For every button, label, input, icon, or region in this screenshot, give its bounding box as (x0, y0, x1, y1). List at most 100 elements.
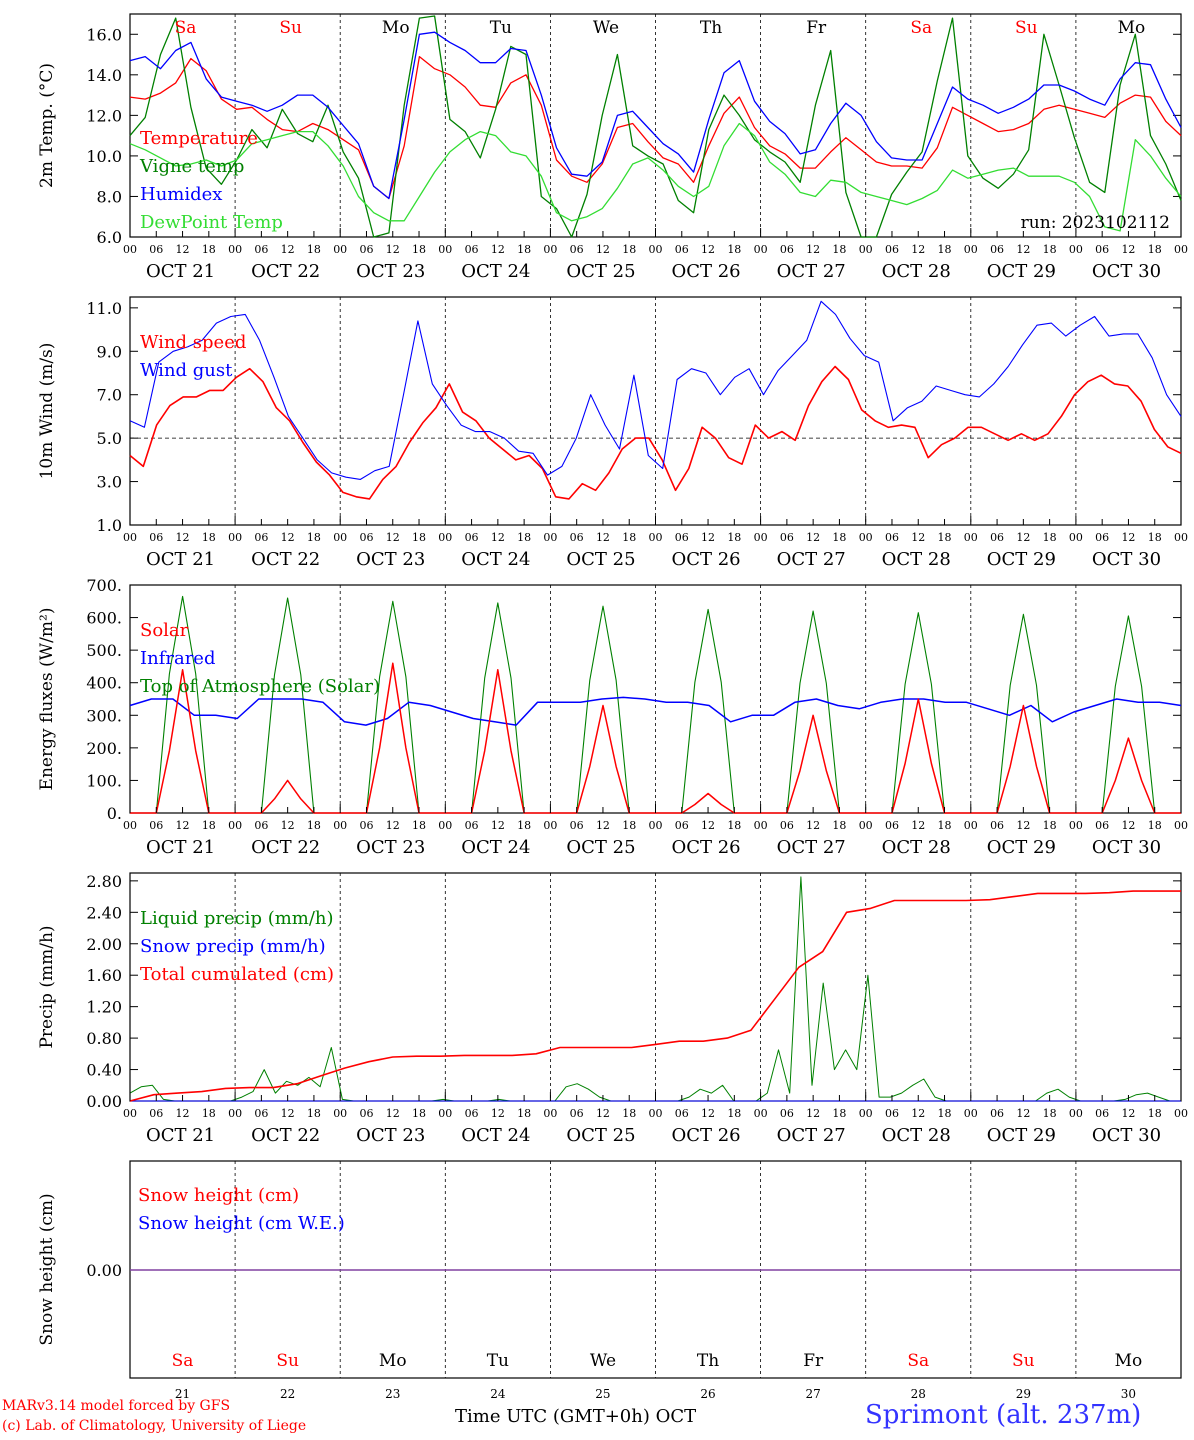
station-name: Sprimont (alt. 237m) (865, 1400, 1141, 1430)
x-tick-label: 00 (438, 1107, 452, 1120)
y-tick-label: 3.0 (97, 473, 122, 492)
weekday-label-top: Fr (806, 18, 827, 38)
x-tick-label: 18 (727, 1107, 741, 1120)
x-tick-label: 12 (1121, 819, 1135, 832)
y-axis-label-wind: 10m Wind (m/s) (37, 343, 57, 480)
day-number-label: 23 (385, 1387, 400, 1401)
date-label: OCT 27 (777, 549, 846, 570)
weekday-label-bottom: Su (276, 1351, 299, 1371)
x-tick-label: 00 (123, 531, 137, 544)
weekday-label-bottom: Mo (379, 1351, 407, 1371)
legend-entry-temperature: Vigne temp (139, 156, 244, 177)
date-label: OCT 25 (566, 1125, 635, 1146)
x-tick-label: 00 (1174, 243, 1188, 256)
x-tick-label: 06 (675, 531, 689, 544)
x-tick-label: 06 (1095, 819, 1109, 832)
x-tick-label: 18 (1043, 531, 1057, 544)
date-label: OCT 22 (251, 837, 320, 858)
x-tick-label: 00 (1069, 531, 1083, 544)
legend-entry-energy: Solar (140, 620, 189, 641)
x-tick-label: 06 (149, 243, 163, 256)
x-tick-label: 12 (596, 1107, 610, 1120)
date-label: OCT 30 (1092, 837, 1161, 858)
weekday-label-top: Su (279, 18, 302, 38)
weekday-label-top: Mo (1118, 18, 1146, 38)
x-tick-label: 12 (386, 243, 400, 256)
x-tick-label: 18 (832, 819, 846, 832)
x-tick-label: 06 (780, 243, 794, 256)
weekday-label-bottom: Mo (1115, 1351, 1143, 1371)
x-tick-label: 18 (1148, 243, 1162, 256)
x-tick-label: 06 (254, 1107, 268, 1120)
legend-entry-energy: Top of Atmosphere (Solar) (140, 676, 380, 697)
x-tick-label: 12 (1016, 243, 1030, 256)
x-tick-label: 00 (123, 243, 137, 256)
x-tick-label: 18 (727, 243, 741, 256)
x-tick-label: 06 (1095, 1107, 1109, 1120)
x-tick-label: 18 (727, 819, 741, 832)
legend-entry-precip: Liquid precip (mm/h) (140, 908, 334, 929)
date-label: OCT 22 (251, 1125, 320, 1146)
x-tick-label: 06 (885, 531, 899, 544)
date-label: OCT 21 (146, 837, 215, 858)
y-tick-label: 300. (86, 706, 122, 725)
date-label: OCT 30 (1092, 549, 1161, 570)
legend-entry-precip: Total cumulated (cm) (140, 964, 334, 985)
weekday-label-bottom: Su (1012, 1351, 1035, 1371)
date-label: OCT 25 (566, 837, 635, 858)
day-number-label: 30 (1121, 1387, 1136, 1401)
date-label: OCT 25 (566, 261, 635, 282)
x-tick-label: 00 (543, 531, 557, 544)
date-label: OCT 25 (566, 549, 635, 570)
x-tick-label: 06 (1095, 243, 1109, 256)
x-tick-label: 18 (622, 243, 636, 256)
legend-entry-energy: Infrared (140, 648, 215, 669)
date-label: OCT 27 (777, 837, 846, 858)
x-tick-label: 00 (1174, 819, 1188, 832)
x-tick-label: 06 (149, 819, 163, 832)
x-tick-label: 00 (228, 819, 242, 832)
x-tick-label: 12 (596, 531, 610, 544)
x-tick-label: 18 (622, 531, 636, 544)
x-tick-label: 00 (754, 819, 768, 832)
x-tick-label: 06 (570, 243, 584, 256)
x-tick-label: 06 (885, 243, 899, 256)
weekday-label-top: Sa (175, 18, 197, 38)
y-tick-label: 1.0 (97, 516, 122, 535)
day-number-label: 25 (595, 1387, 610, 1401)
y-axis-label-snow: Snow height (cm) (37, 1193, 57, 1345)
weekday-label-bottom: Fr (803, 1351, 824, 1371)
x-tick-label: 00 (123, 1107, 137, 1120)
x-tick-label: 00 (754, 243, 768, 256)
date-label: OCT 30 (1092, 1125, 1161, 1146)
x-tick-label: 06 (675, 243, 689, 256)
date-label: OCT 28 (882, 261, 951, 282)
weekday-label-bottom: Th (697, 1351, 719, 1371)
x-tick-label: 18 (1043, 819, 1057, 832)
x-tick-label: 06 (990, 1107, 1004, 1120)
x-tick-label: 12 (176, 1107, 190, 1120)
y-tick-label: 6.0 (97, 228, 122, 247)
legend-entry-temperature: Humidex (140, 184, 222, 205)
x-tick-label: 06 (465, 531, 479, 544)
date-label: OCT 21 (146, 1125, 215, 1146)
x-tick-label: 00 (859, 819, 873, 832)
y-tick-label: 7.0 (97, 386, 122, 405)
x-tick-label: 00 (333, 819, 347, 832)
x-tick-label: 12 (386, 531, 400, 544)
x-tick-label: 06 (885, 1107, 899, 1120)
x-tick-label: 12 (176, 243, 190, 256)
run-label: run: 2023102112 (1021, 213, 1170, 233)
x-tick-label: 18 (307, 1107, 321, 1120)
y-tick-label: 1.20 (86, 998, 122, 1017)
weekday-label-top: Sa (910, 18, 932, 38)
x-tick-label: 18 (307, 819, 321, 832)
x-tick-label: 12 (176, 531, 190, 544)
date-label: OCT 26 (671, 837, 740, 858)
x-tick-label: 06 (570, 1107, 584, 1120)
x-tick-label: 18 (1148, 819, 1162, 832)
x-tick-label: 00 (859, 531, 873, 544)
x-tick-label: 00 (859, 1107, 873, 1120)
x-tick-label: 12 (386, 1107, 400, 1120)
x-tick-label: 18 (202, 819, 216, 832)
